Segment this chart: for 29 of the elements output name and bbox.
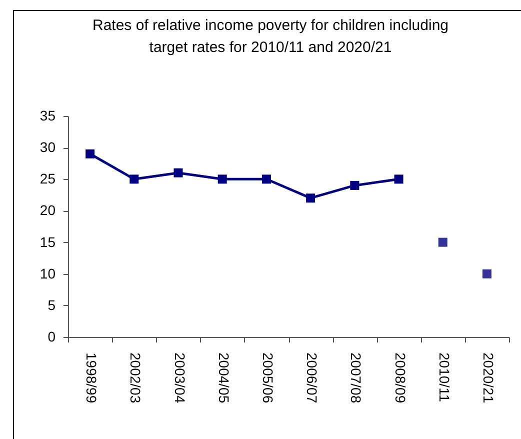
x-tick-label: 2005/06: [260, 352, 276, 404]
y-tick-label: 0: [48, 328, 56, 344]
point: [218, 174, 227, 184]
x-tick-label: 2020/21: [480, 352, 496, 404]
chart-title: Rates of relative income poverty for children including target rates for 2010/11 and 2020/21: [92, 17, 449, 56]
point: [394, 174, 404, 184]
point: [86, 149, 95, 158]
y-tick-label: 15: [40, 234, 56, 250]
y-tick-label: 10: [40, 265, 56, 282]
point: [350, 180, 360, 190]
y-tick-label: 35: [40, 108, 56, 124]
y-tick-label: 5: [48, 296, 56, 313]
x-tick-label: 2006/07: [304, 352, 320, 404]
x-tick-label: 2003/04: [172, 352, 188, 404]
point: [174, 168, 183, 178]
x-tick-label: 2010/11: [436, 352, 452, 402]
point: [438, 238, 448, 247]
x-tick-label: 2002/03: [128, 352, 144, 404]
point: [306, 194, 316, 203]
point: [262, 174, 271, 184]
y-tick-label: 30: [40, 139, 56, 156]
y-tick-label: 25: [40, 170, 56, 187]
point: [482, 269, 492, 278]
point: [130, 174, 139, 184]
x-tick-label: 2007/08: [348, 352, 364, 404]
y-tick-label: 20: [40, 202, 56, 218]
x-tick-label: 2004/05: [216, 352, 232, 404]
x-tick-label: 1998/99: [84, 352, 100, 404]
x-tick-label: 2008/09: [392, 352, 408, 404]
